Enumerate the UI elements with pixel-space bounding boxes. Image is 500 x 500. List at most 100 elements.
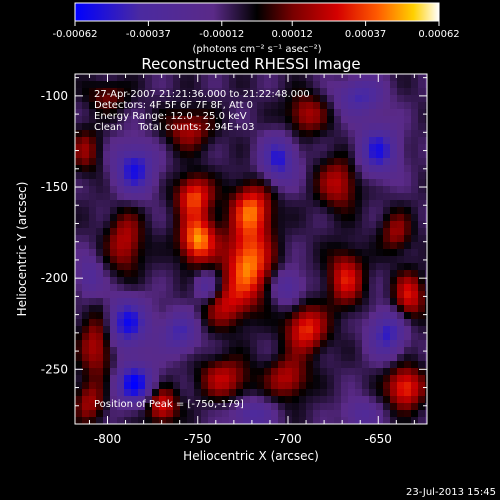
heatmap-cell [271, 298, 279, 306]
heatmap-cell [103, 382, 111, 390]
heatmap-cell [334, 340, 342, 348]
heatmap-cell [327, 228, 335, 236]
heatmap-cell [341, 88, 349, 96]
heatmap-cell [383, 123, 391, 131]
heatmap-cell [306, 291, 314, 299]
heatmap-cell [264, 249, 272, 257]
heatmap-cell [75, 235, 83, 243]
heatmap-cell [215, 291, 223, 299]
heatmap-cell [194, 291, 202, 299]
heatmap-cell [229, 361, 237, 369]
heatmap-cell [320, 235, 328, 243]
heatmap-cell [257, 403, 265, 411]
heatmap-cell [145, 165, 153, 173]
heatmap-cell [404, 305, 412, 313]
heatmap-cell [306, 319, 314, 327]
heatmap-cell [299, 151, 307, 159]
annotation-time: 27-Apr-2007 21:21:36.000 to 21:22:48.000 [94, 89, 310, 100]
heatmap-cell [117, 403, 125, 411]
heatmap-cell [285, 130, 293, 138]
heatmap-cell [271, 179, 279, 187]
heatmap-cell [103, 333, 111, 341]
heatmap-cell [124, 158, 132, 166]
heatmap-cell [89, 207, 97, 215]
heatmap-cell [348, 396, 356, 404]
heatmap-cell [82, 333, 90, 341]
heatmap-cell [152, 88, 160, 96]
heatmap-cell [334, 361, 342, 369]
heatmap-cell [376, 137, 384, 145]
heatmap-cell [411, 382, 419, 390]
heatmap-cell [243, 361, 251, 369]
heatmap-cell [166, 88, 174, 96]
heatmap-cell [89, 389, 97, 397]
heatmap-cell [334, 123, 342, 131]
heatmap-cell [89, 102, 97, 110]
heatmap-cell [145, 319, 153, 327]
heatmap-cell [397, 165, 405, 173]
heatmap-cell [341, 123, 349, 131]
heatmap-cell [264, 298, 272, 306]
heatmap-cell [236, 193, 244, 201]
heatmap-cell [334, 151, 342, 159]
heatmap-cell [75, 179, 83, 187]
heatmap-cell [159, 228, 167, 236]
heatmap-cell [236, 95, 244, 103]
heatmap-cell [173, 263, 181, 271]
heatmap-cell [152, 74, 160, 82]
heatmap-cell [89, 326, 97, 334]
heatmap-cell [215, 158, 223, 166]
heatmap-cell [264, 284, 272, 292]
heatmap-cell [145, 95, 153, 103]
heatmap-cell [194, 277, 202, 285]
heatmap-cell [222, 340, 230, 348]
heatmap-cell [229, 172, 237, 180]
heatmap-cell [285, 165, 293, 173]
heatmap-cell [299, 81, 307, 89]
heatmap-cell [397, 137, 405, 145]
heatmap-cell [376, 403, 384, 411]
heatmap-cell [383, 417, 391, 424]
heatmap-cell [341, 81, 349, 89]
heatmap-cell [250, 235, 258, 243]
heatmap-cell [278, 354, 286, 362]
heatmap-cell [397, 151, 405, 159]
heatmap-cell [131, 214, 139, 222]
heatmap-cell [110, 179, 118, 187]
heatmap-cell [89, 263, 97, 271]
heatmap-cell [397, 256, 405, 264]
heatmap-cell [229, 326, 237, 334]
heatmap-cell [215, 277, 223, 285]
heatmap-cell [103, 81, 111, 89]
heatmap-cell [341, 403, 349, 411]
heatmap-cell [152, 368, 160, 376]
heatmap-cell [327, 382, 335, 390]
heatmap-cell [348, 277, 356, 285]
heatmap-cell [138, 109, 146, 117]
heatmap-cell [173, 270, 181, 278]
heatmap-cell [376, 396, 384, 404]
heatmap-cell [152, 116, 160, 124]
heatmap-cell [425, 144, 427, 152]
heatmap-cell [425, 228, 427, 236]
heatmap-cell [411, 151, 419, 159]
heatmap-cell [82, 403, 90, 411]
heatmap-cell [348, 291, 356, 299]
heatmap-cell [362, 396, 370, 404]
heatmap-cell [82, 298, 90, 306]
heatmap-cell [110, 270, 118, 278]
heatmap-cell [229, 312, 237, 320]
heatmap-cell [187, 242, 195, 250]
heatmap-cell [159, 81, 167, 89]
heatmap-cell [390, 382, 398, 390]
heatmap-cell [222, 403, 230, 411]
heatmap-cell [320, 305, 328, 313]
heatmap-cell [159, 326, 167, 334]
heatmap-cell [383, 228, 391, 236]
heatmap-cell [362, 284, 370, 292]
heatmap-cell [285, 235, 293, 243]
heatmap-cell [264, 396, 272, 404]
heatmap-cell [103, 116, 111, 124]
heatmap-cell [292, 95, 300, 103]
heatmap-cell [411, 354, 419, 362]
